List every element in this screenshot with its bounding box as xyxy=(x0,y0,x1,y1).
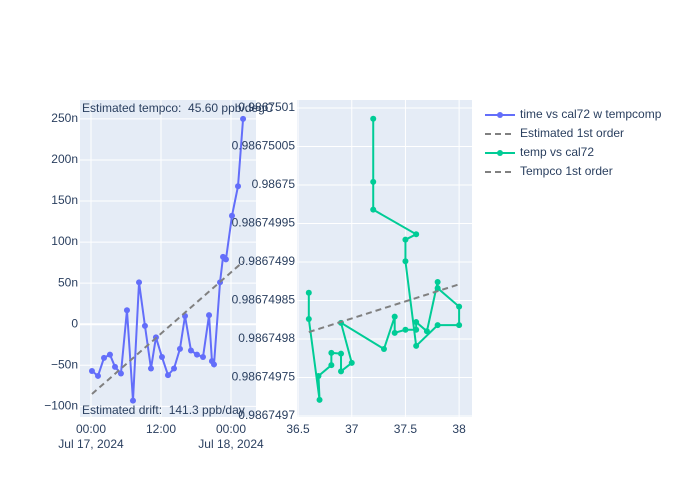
legend-label: time vs cal72 w tempcomp xyxy=(520,107,662,121)
data-point xyxy=(315,372,322,379)
data-point xyxy=(206,312,213,319)
data-point xyxy=(380,346,387,353)
x-tick-label: 00:00 Jul 18, 2024 xyxy=(198,422,264,451)
x-tick-label: 38 xyxy=(452,422,466,436)
data-point xyxy=(370,178,377,185)
y-tick-label: 0.98674985 xyxy=(232,293,296,307)
data-point xyxy=(171,365,178,372)
data-point xyxy=(456,303,463,310)
y-tick-label: 150n xyxy=(51,193,78,207)
data-point xyxy=(402,326,409,333)
data-point xyxy=(123,307,130,314)
data-point xyxy=(348,359,355,366)
data-point xyxy=(235,183,242,190)
data-point xyxy=(338,368,345,375)
y-tick-label: 0.9867499 xyxy=(238,254,295,268)
y-tick-label: 250n xyxy=(51,111,78,125)
data-point xyxy=(413,326,420,333)
legend-marker xyxy=(497,150,503,156)
data-point xyxy=(112,363,119,370)
y-tick-label: 0.98674975 xyxy=(232,370,296,384)
legend-label: temp vs cal72 xyxy=(520,145,594,159)
y-tick-label: 0.9867501 xyxy=(238,100,295,114)
data-point xyxy=(210,361,217,368)
plot-background xyxy=(80,100,256,417)
data-point xyxy=(129,397,136,404)
series-line xyxy=(91,261,244,395)
annotation: Estimated tempco: 45.60 ppb/degC xyxy=(82,101,274,115)
data-point xyxy=(88,368,95,375)
data-point xyxy=(228,212,235,219)
data-point xyxy=(370,115,377,122)
legend-marker xyxy=(497,112,503,118)
data-point xyxy=(413,319,420,326)
x-tick-label: 37 xyxy=(345,422,359,436)
data-point xyxy=(176,345,183,352)
data-point xyxy=(391,313,398,320)
data-point xyxy=(158,354,165,361)
x-tick-label: 12:00 xyxy=(145,422,176,436)
data-point xyxy=(147,365,154,372)
data-point xyxy=(456,322,463,329)
data-point xyxy=(328,362,335,369)
x-tick-label: 00:00 Jul 17, 2024 xyxy=(58,422,124,451)
y-tick-label: −100n xyxy=(44,398,78,412)
data-point xyxy=(165,372,171,379)
y-tick-label: 0.98675 xyxy=(252,177,296,191)
plot-background xyxy=(297,100,472,417)
y-tick-label: 0.9867497 xyxy=(238,408,295,422)
y-tick-label: 200n xyxy=(51,152,78,166)
data-point xyxy=(117,370,124,377)
data-point xyxy=(305,289,312,296)
data-point xyxy=(338,350,345,357)
data-point xyxy=(316,396,323,403)
y-tick-label: 0.98675005 xyxy=(232,139,296,153)
data-point xyxy=(402,236,409,243)
data-point xyxy=(101,354,108,361)
data-point xyxy=(200,354,207,361)
y-tick-label: 100n xyxy=(51,234,78,248)
data-point xyxy=(434,322,441,329)
data-point xyxy=(193,351,200,358)
data-point xyxy=(305,315,312,322)
data-point xyxy=(187,347,194,354)
data-point xyxy=(136,279,143,286)
annotation: Estimated drift: 141.3 ppb/day xyxy=(82,403,245,417)
legend-label: Tempco 1st order xyxy=(520,164,613,178)
data-point xyxy=(434,279,441,286)
data-point xyxy=(141,322,148,329)
legend-label: Estimated 1st order xyxy=(520,126,624,140)
data-point xyxy=(402,258,409,265)
data-point xyxy=(328,349,335,356)
y-tick-label: 0.98674995 xyxy=(232,216,296,230)
x-tick-label: 37.5 xyxy=(393,422,418,436)
y-tick-label: −50n xyxy=(51,357,78,371)
data-point xyxy=(106,351,113,358)
data-point xyxy=(413,231,420,238)
data-point xyxy=(370,206,377,213)
data-point xyxy=(423,328,430,335)
y-tick-label: 0.9867498 xyxy=(238,331,295,345)
data-point xyxy=(434,285,441,292)
data-point xyxy=(391,329,398,336)
series-line xyxy=(308,283,460,334)
y-tick-label: 50n xyxy=(58,275,78,289)
data-point xyxy=(222,256,229,263)
data-point xyxy=(413,342,420,349)
data-point xyxy=(94,372,101,379)
data-point xyxy=(240,115,247,122)
y-tick-label: 0 xyxy=(71,316,78,330)
x-tick-label: 36.5 xyxy=(286,422,310,436)
